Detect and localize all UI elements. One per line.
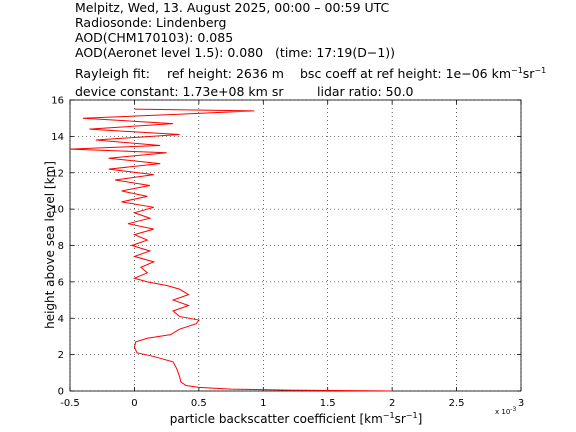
header-lidar-ratio: lidar ratio: 50.0 (317, 84, 414, 99)
x-tick-label: 1 (260, 398, 266, 409)
y-tick-label: 0 (58, 387, 64, 398)
text: particle backscatter coefficient [km (170, 412, 383, 426)
y-tick-label: 12 (51, 168, 64, 179)
text: sr (395, 412, 406, 426)
sup: −1 (383, 411, 395, 420)
text: x 10 (495, 408, 510, 416)
y-tick-label: 2 (58, 350, 64, 361)
y-label: height above sea level [km] (43, 161, 57, 329)
x-tick-label: -0.5 (60, 398, 80, 409)
header-ref-height: ref height: 2636 m (167, 66, 284, 81)
sup: −1 (511, 66, 523, 75)
y-tick-label: 16 (51, 96, 64, 107)
text: sr (523, 66, 536, 81)
header-bsc: bsc coeff at ref height: 1e−06 km−1sr−1 (300, 66, 546, 81)
y-tick-label: 4 (58, 314, 64, 325)
profile-line (69, 108, 393, 392)
sup: -3 (510, 406, 516, 413)
sup: −1 (534, 66, 546, 75)
x-tick-label: 0.5 (191, 398, 207, 409)
header-line: AOD(Aeronet level 1.5): 0.080 (time: 17:… (75, 45, 395, 60)
header-line: AOD(CHM170103): 0.085 (75, 30, 233, 45)
axes-box (69, 99, 522, 392)
x-tick-label: 3 (518, 398, 524, 409)
x-multiplier: x 10-3 (495, 406, 516, 416)
y-tick-label: 8 (58, 241, 64, 252)
y-tick-label: 14 (51, 132, 64, 143)
header-line: Melpitz, Wed, 13. August 2025, 00:00 – 0… (75, 0, 390, 15)
x-tick-label: 2 (389, 398, 395, 409)
text: ] (418, 412, 423, 426)
text: bsc coeff at ref height: 1e−06 km (300, 66, 511, 81)
sup: −1 (406, 411, 418, 420)
y-tick-label: 6 (58, 277, 64, 288)
x-label: particle backscatter coefficient [km−1sr… (170, 411, 423, 426)
header-rayleigh: Rayleigh fit: (75, 66, 150, 81)
y-tick-label: 10 (51, 205, 64, 216)
x-tick-label: 1.5 (320, 398, 336, 409)
x-tick-label: 0 (131, 398, 137, 409)
header-line: Radiosonde: Lindenberg (75, 15, 226, 30)
header-device: device constant: 1.73e+08 km sr (75, 84, 284, 99)
x-tick-label: 2.5 (449, 398, 465, 409)
